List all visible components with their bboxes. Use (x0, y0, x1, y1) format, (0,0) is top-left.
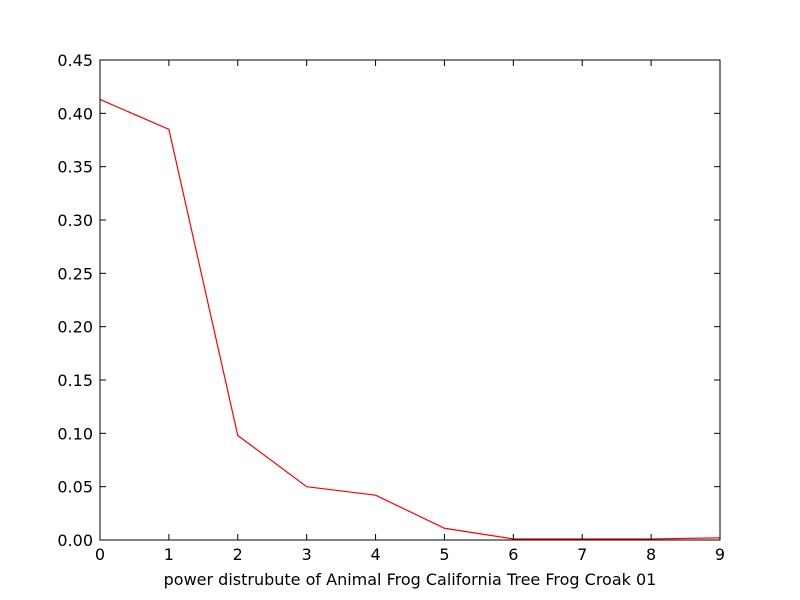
x-tick-label: 6 (508, 545, 518, 564)
x-tick-label: 8 (646, 545, 656, 564)
y-tick-label: 0.45 (57, 51, 93, 70)
y-tick-label: 0.00 (57, 531, 93, 550)
y-tick-label: 0.40 (57, 104, 93, 123)
x-tick-label: 1 (164, 545, 174, 564)
x-axis-label: power distrubute of Animal Frog Californ… (164, 570, 657, 589)
y-tick-label: 0.25 (57, 264, 93, 283)
series-line (99, 98, 721, 540)
y-tick-label: 0.35 (57, 158, 93, 177)
y-tick-label: 0.05 (57, 478, 93, 497)
x-tick-label: 7 (577, 545, 587, 564)
x-tick-label: 3 (302, 545, 312, 564)
plot-area (100, 60, 720, 540)
x-tick-label: 0 (95, 545, 105, 564)
x-tick-label: 2 (233, 545, 243, 564)
y-tick-label: 0.10 (57, 424, 93, 443)
y-tick-label: 0.30 (57, 211, 93, 230)
plot-frame (99, 59, 721, 541)
x-tick-label: 5 (439, 545, 449, 564)
y-tick-label: 0.20 (57, 318, 93, 337)
ticks-layer: 0 1 2 3 4 5 6 7 8 9 0.00 0.05 0.10 0.15 0.20 0.25 0.30 0.… (57, 51, 725, 564)
x-tick-label: 9 (715, 545, 725, 564)
series-layer (99, 98, 721, 540)
x-tick-label: 4 (370, 545, 380, 564)
y-tick-label: 0.15 (57, 371, 93, 390)
